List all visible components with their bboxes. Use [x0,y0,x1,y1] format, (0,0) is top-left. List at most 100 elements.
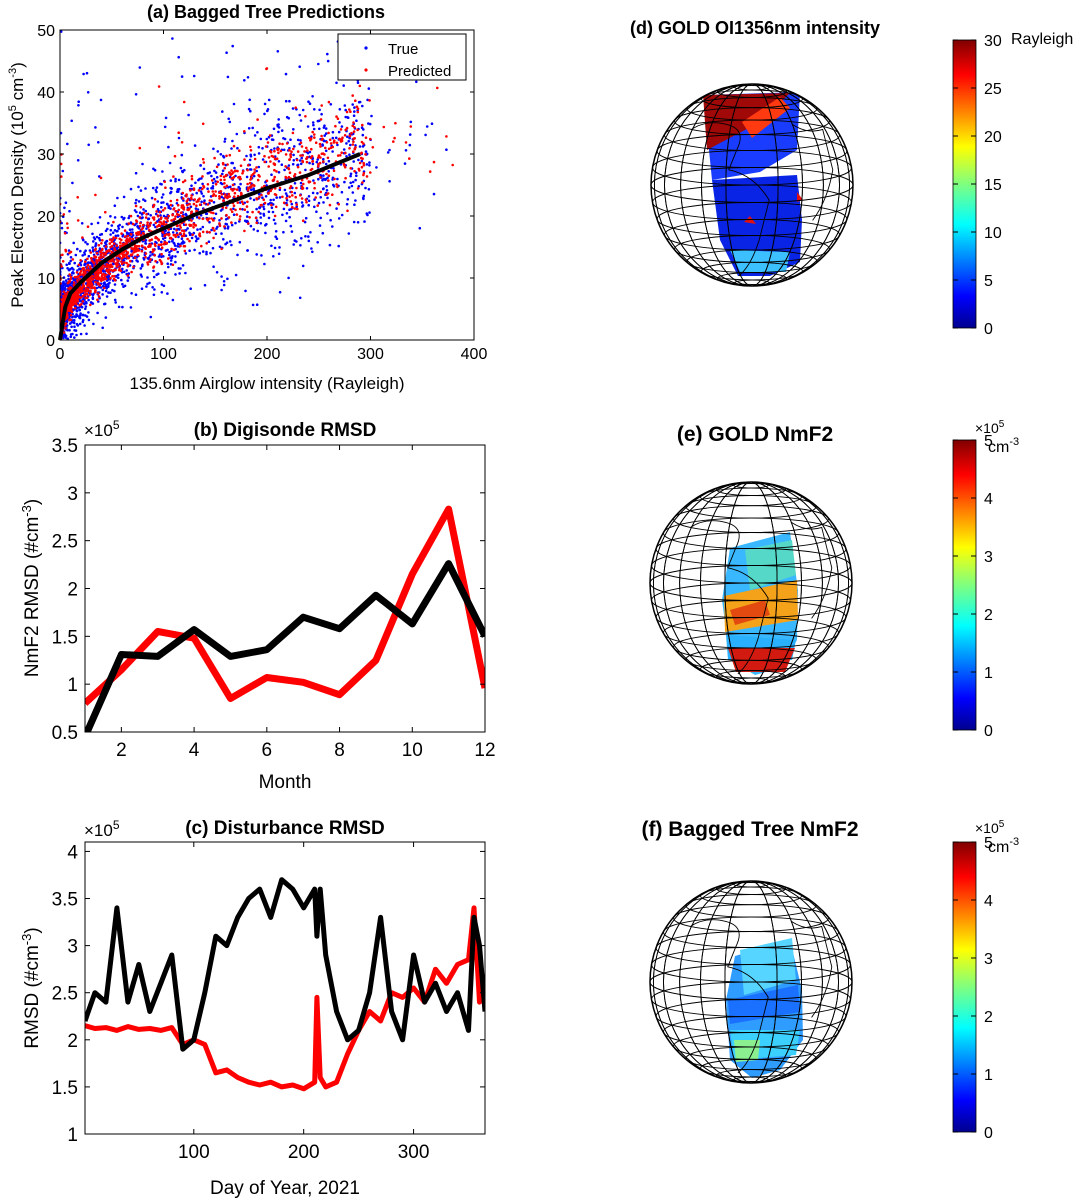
true-point [337,130,341,134]
true-point [176,190,180,193]
true-point [310,247,313,250]
predicted-point [340,151,344,154]
predicted-point [392,140,395,143]
predicted-point [111,275,114,278]
true-point [285,194,289,197]
true-point [251,303,255,307]
predicted-point [206,183,210,186]
longitude-line [652,881,850,1083]
true-point [262,207,266,211]
true-point [408,143,412,147]
predicted-point [311,130,315,134]
true-point [84,249,87,252]
predicted-point [231,183,235,187]
predicted-point [332,141,336,144]
true-point [388,148,391,152]
true-point [349,143,352,147]
panel-b-ytick-label: 1 [67,675,78,696]
true-point [104,229,108,233]
true-point [116,276,120,280]
predicted-point [181,180,185,184]
true-point [353,110,356,113]
true-point [167,145,170,149]
predicted-point [257,210,261,214]
predicted-point [333,177,336,181]
predicted-point [230,210,234,213]
true-point [218,219,221,222]
true-point [331,130,335,134]
true-point [81,254,84,257]
true-point [153,288,156,291]
predicted-point [336,154,340,157]
predicted-point [122,250,125,254]
predicted-point [273,175,277,179]
true-point [142,198,145,201]
panel-a-ytick-label: 30 [37,147,55,164]
predicted-point [288,149,291,152]
true-point [283,137,287,141]
predicted-point [120,232,123,235]
predicted-point [201,175,204,178]
predicted-point [243,229,246,233]
predicted-point [101,252,104,255]
true-point [298,65,302,68]
predicted-point [265,67,268,71]
panel-e-globe [649,481,853,685]
true-point [275,237,279,240]
predicted-point [138,216,142,219]
predicted-point [249,145,252,149]
predicted-point [235,213,239,216]
true-point [243,79,246,82]
predicted-point [436,86,439,90]
true-point [175,202,179,205]
true-point [196,208,200,211]
predicted-point [236,169,239,173]
predicted-point [295,203,299,206]
predicted-point [61,260,65,263]
true-point [169,179,173,182]
true-point [98,175,101,178]
predicted-point [223,185,226,189]
predicted-point [96,282,100,286]
true-point [292,243,296,246]
predicted-point [201,187,204,191]
predicted-point [273,162,277,166]
true-point [375,166,378,169]
predicted-point [157,223,161,227]
true-point [219,153,223,156]
true-point [368,161,371,164]
predicted-point [256,178,260,182]
true-point [105,295,109,298]
predicted-point [148,244,151,247]
predicted-point [157,238,160,241]
predicted-point [239,164,243,167]
predicted-point [67,287,70,290]
true-point [82,72,85,76]
true-point [178,272,181,275]
true-point [284,192,288,195]
predicted-point [300,185,304,189]
predicted-point [222,199,225,202]
predicted-point [313,186,316,190]
predicted-point [238,215,242,218]
true-point [70,266,74,270]
true-point [269,198,273,202]
predicted-point [62,331,66,334]
predicted-point [169,236,173,240]
predicted-point [262,198,266,201]
predicted-point [336,185,339,189]
predicted-point [304,198,308,201]
true-point [214,180,217,183]
predicted-point [176,233,179,237]
true-point [327,159,331,163]
predicted-point [265,179,269,183]
true-point [194,207,198,210]
true-point [166,203,169,206]
true-point [99,98,103,102]
predicted-point [149,258,152,261]
predicted-point [237,176,240,179]
true-point [287,164,291,167]
true-point [284,219,288,223]
predicted-point [234,208,237,212]
true-point [318,127,321,131]
